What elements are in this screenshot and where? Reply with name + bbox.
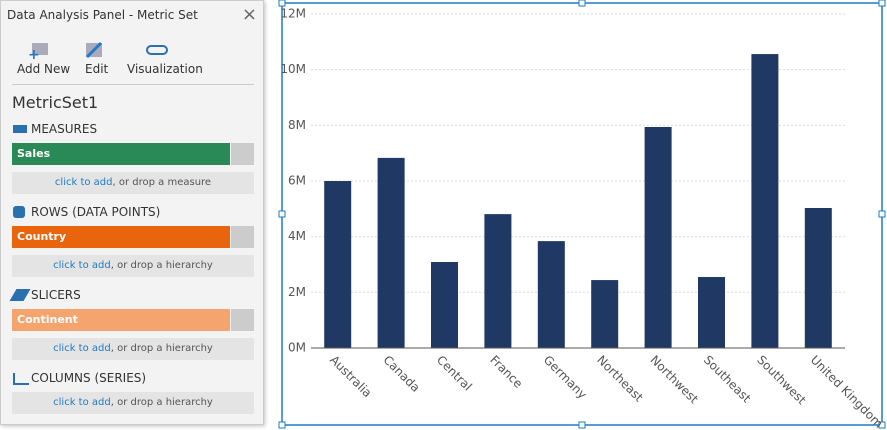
x-tick-label: United Kingdom <box>808 353 886 430</box>
close-button[interactable]: × <box>241 4 257 25</box>
bar <box>751 54 779 349</box>
section-title: MEASURES <box>31 122 98 136</box>
section-icon <box>13 125 27 133</box>
y-tick-label: 12M <box>280 7 306 21</box>
remove-button[interactable] <box>231 143 254 165</box>
y-tick-label: 0M <box>288 341 306 355</box>
bar <box>537 241 565 348</box>
selection-box <box>281 2 883 426</box>
add-link[interactable]: click to add <box>53 343 111 354</box>
x-tick-label: Northeast <box>594 353 646 405</box>
drop-zone[interactable]: click to add, or drop a hierarchy <box>12 338 254 360</box>
y-tick-label: 8M <box>288 118 306 132</box>
drop-zone[interactable]: click to add, or drop a measure <box>12 172 254 194</box>
field-pill[interactable]: Sales <box>12 143 230 165</box>
divider <box>12 84 254 85</box>
section-icon <box>9 289 31 301</box>
add-link[interactable]: click to add <box>53 260 111 271</box>
resize-handles[interactable] <box>278 0 886 429</box>
add-link[interactable]: click to add <box>54 177 113 188</box>
x-tick-label: Germany <box>541 353 590 402</box>
section-icon <box>13 373 29 385</box>
toolbar-icons: + <box>28 41 168 63</box>
y-tick-label: 4M <box>288 229 306 243</box>
edit-button[interactable]: Edit <box>85 62 109 76</box>
bar <box>324 181 352 348</box>
x-tick-label: Central <box>434 353 475 394</box>
y-tick-label: 2M <box>288 285 306 299</box>
x-tick-label: France <box>487 353 525 391</box>
field-pill[interactable]: Country <box>12 226 230 248</box>
x-tick-label: Canada <box>381 353 423 395</box>
bar <box>644 127 672 349</box>
x-tick-label: Southeast <box>701 353 754 406</box>
remove-button[interactable] <box>231 309 254 331</box>
add-link[interactable]: click to add <box>53 397 111 408</box>
drop-text: , or drop a measure <box>112 177 212 188</box>
section-title: SLICERS <box>31 288 81 302</box>
section-title: COLUMNS (SERIES) <box>31 371 147 385</box>
add-new-button[interactable]: Add New <box>17 62 71 76</box>
x-tick-label: Australia <box>327 353 374 400</box>
analysis-panel: Data Analysis Panel - Metric Set × + Add… <box>0 0 264 425</box>
bar <box>377 157 405 348</box>
bar <box>484 214 512 348</box>
bar <box>431 261 458 348</box>
svg-text:+: + <box>28 47 40 63</box>
section-icon <box>13 206 25 218</box>
remove-button[interactable] <box>231 226 254 248</box>
drop-zone[interactable]: click to add, or drop a hierarchy <box>12 392 254 414</box>
panel-title: Data Analysis Panel - Metric Set <box>7 8 198 22</box>
bar <box>698 277 725 348</box>
y-tick-label: 10M <box>280 62 306 76</box>
x-tick-label: Southwest <box>754 353 809 408</box>
drop-text: , or drop a hierarchy <box>110 397 213 408</box>
section-title: ROWS (DATA POINTS) <box>31 205 161 219</box>
drop-text: , or drop a hierarchy <box>110 343 213 354</box>
drop-text: , or drop a hierarchy <box>110 260 213 271</box>
bar <box>804 207 832 348</box>
metric-set-name: MetricSet1 <box>12 93 99 112</box>
bar <box>591 280 619 348</box>
y-tick-label: 6M <box>288 174 306 188</box>
visualization-button[interactable]: Visualization <box>127 62 203 76</box>
field-pill[interactable]: Continent <box>12 309 230 331</box>
drop-zone[interactable]: click to add, or drop a hierarchy <box>12 255 254 277</box>
x-tick-label: Northwest <box>648 353 702 407</box>
